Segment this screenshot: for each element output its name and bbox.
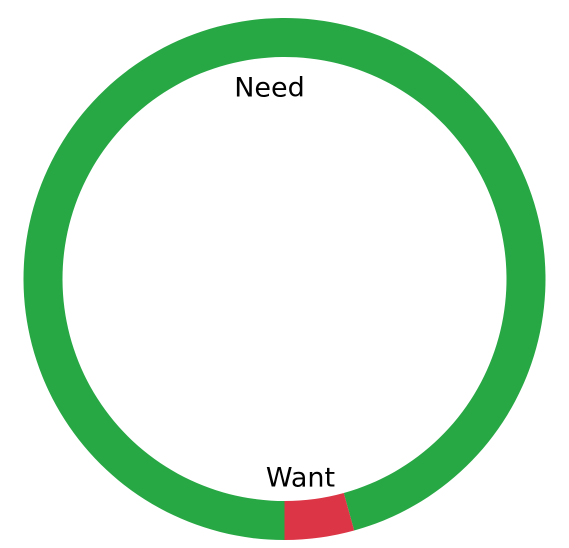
label-need: Need <box>234 73 305 104</box>
label-want: Want <box>266 463 335 494</box>
donut-slices <box>23 18 546 541</box>
donut-labels: Need Want <box>234 73 335 494</box>
slice-want <box>284 492 355 540</box>
